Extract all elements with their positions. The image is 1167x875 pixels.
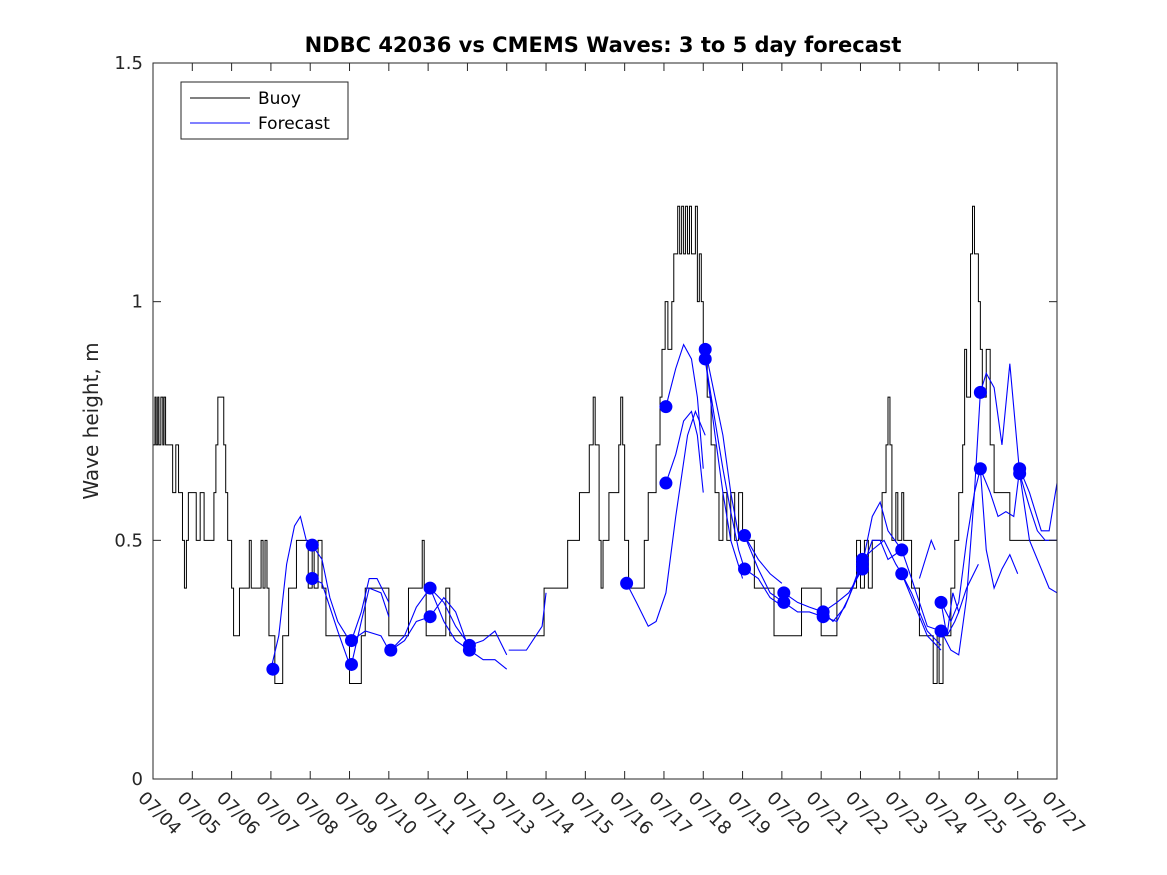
forecast-series-line: [429, 587, 470, 646]
plot-area: [153, 63, 1057, 779]
forecast-marker: [855, 562, 869, 576]
legend-buoy-label: Buoy: [258, 89, 301, 109]
forecast-series-line: [1019, 468, 1058, 532]
forecast-marker: [305, 538, 319, 552]
forecast-series-line: [979, 468, 1021, 518]
forecast-series-line: [1019, 473, 1058, 594]
buoy-series-line: [153, 205, 1057, 685]
forecast-series-line: [979, 363, 1021, 474]
y-tick-label: 1: [132, 292, 143, 313]
y-tick-label: 0.5: [114, 530, 143, 551]
forecast-marker: [934, 624, 948, 638]
forecast-series-line: [946, 611, 960, 637]
forecast-series-line: [901, 573, 942, 646]
forecast-series-line: [744, 568, 785, 608]
forecast-series-line: [861, 500, 903, 565]
forecast-marker: [659, 400, 673, 414]
forecast-marker: [698, 342, 712, 356]
forecast-marker: [344, 657, 358, 671]
plot-frame: [152, 62, 1058, 780]
forecast-marker: [305, 572, 319, 586]
forecast-marker: [777, 586, 791, 600]
forecast-marker: [934, 595, 948, 609]
forecast-marker: [738, 562, 752, 576]
forecast-marker: [659, 476, 673, 490]
forecast-series-line: [469, 649, 508, 670]
forecast-series-line: [862, 539, 903, 575]
forecast-series-line: [350, 577, 390, 641]
forecast-marker: [738, 529, 752, 543]
forecast-marker: [1013, 467, 1027, 481]
forecast-series-line: [390, 616, 431, 651]
forecast-series-line: [270, 515, 313, 670]
forecast-series-line: [704, 358, 744, 579]
legend-box: [180, 81, 349, 140]
forecast-series-line: [429, 596, 470, 651]
forecast-marker: [973, 462, 987, 476]
forecast-series-line: [783, 601, 824, 618]
forecast-marker: [777, 595, 791, 609]
forecast-series-line: [744, 535, 785, 603]
forecast-marker: [423, 610, 437, 624]
forecast-series-line: [390, 587, 431, 651]
forecast-marker: [895, 543, 909, 557]
forecast-marker: [344, 634, 358, 648]
forecast-series-line: [351, 630, 390, 651]
forecast-marker: [462, 643, 476, 657]
forecast-marker: [384, 643, 398, 657]
forecast-marker: [423, 581, 437, 595]
forecast-series-line: [901, 573, 942, 651]
forecast-series-line: [311, 544, 350, 641]
marker-layer: [266, 342, 1027, 676]
y-axis: 0 0.5 1 1.5: [114, 53, 1057, 790]
forecast-series-line: [744, 535, 783, 584]
forecast-marker: [266, 662, 280, 676]
forecast-series-line: [979, 468, 1019, 590]
forecast-series-line: [311, 578, 351, 665]
forecast-marker: [620, 576, 634, 590]
forecast-series-line: [626, 409, 706, 628]
forecast-series-line: [508, 592, 547, 651]
forecast-series-line: [665, 343, 704, 469]
forecast-series-line: [940, 392, 981, 656]
forecast-series-line: [704, 358, 746, 570]
forecast-marker: [698, 352, 712, 366]
legend: Buoy Forecast: [180, 81, 349, 140]
forecast-series-line: [861, 539, 903, 570]
y-tick-label: 1.5: [114, 53, 143, 74]
forecast-series-line: [918, 538, 936, 579]
legend-forecast-label: Forecast: [258, 114, 330, 134]
forecast-series-line: [783, 592, 824, 613]
forecast-series-line: [901, 549, 942, 632]
forecast-marker: [973, 385, 987, 399]
y-tick-label: 0: [132, 769, 143, 790]
forecast-series-line: [665, 410, 704, 493]
forecast-marker: [895, 567, 909, 581]
forecast-series-line: [469, 630, 508, 656]
y-axis-label: Wave height, m: [79, 342, 103, 499]
chart-title: NDBC 42036 vs CMEMS Waves: 3 to 5 day fo…: [305, 33, 902, 57]
forecast-series-line: [429, 587, 470, 651]
forecast-marker: [816, 610, 830, 624]
